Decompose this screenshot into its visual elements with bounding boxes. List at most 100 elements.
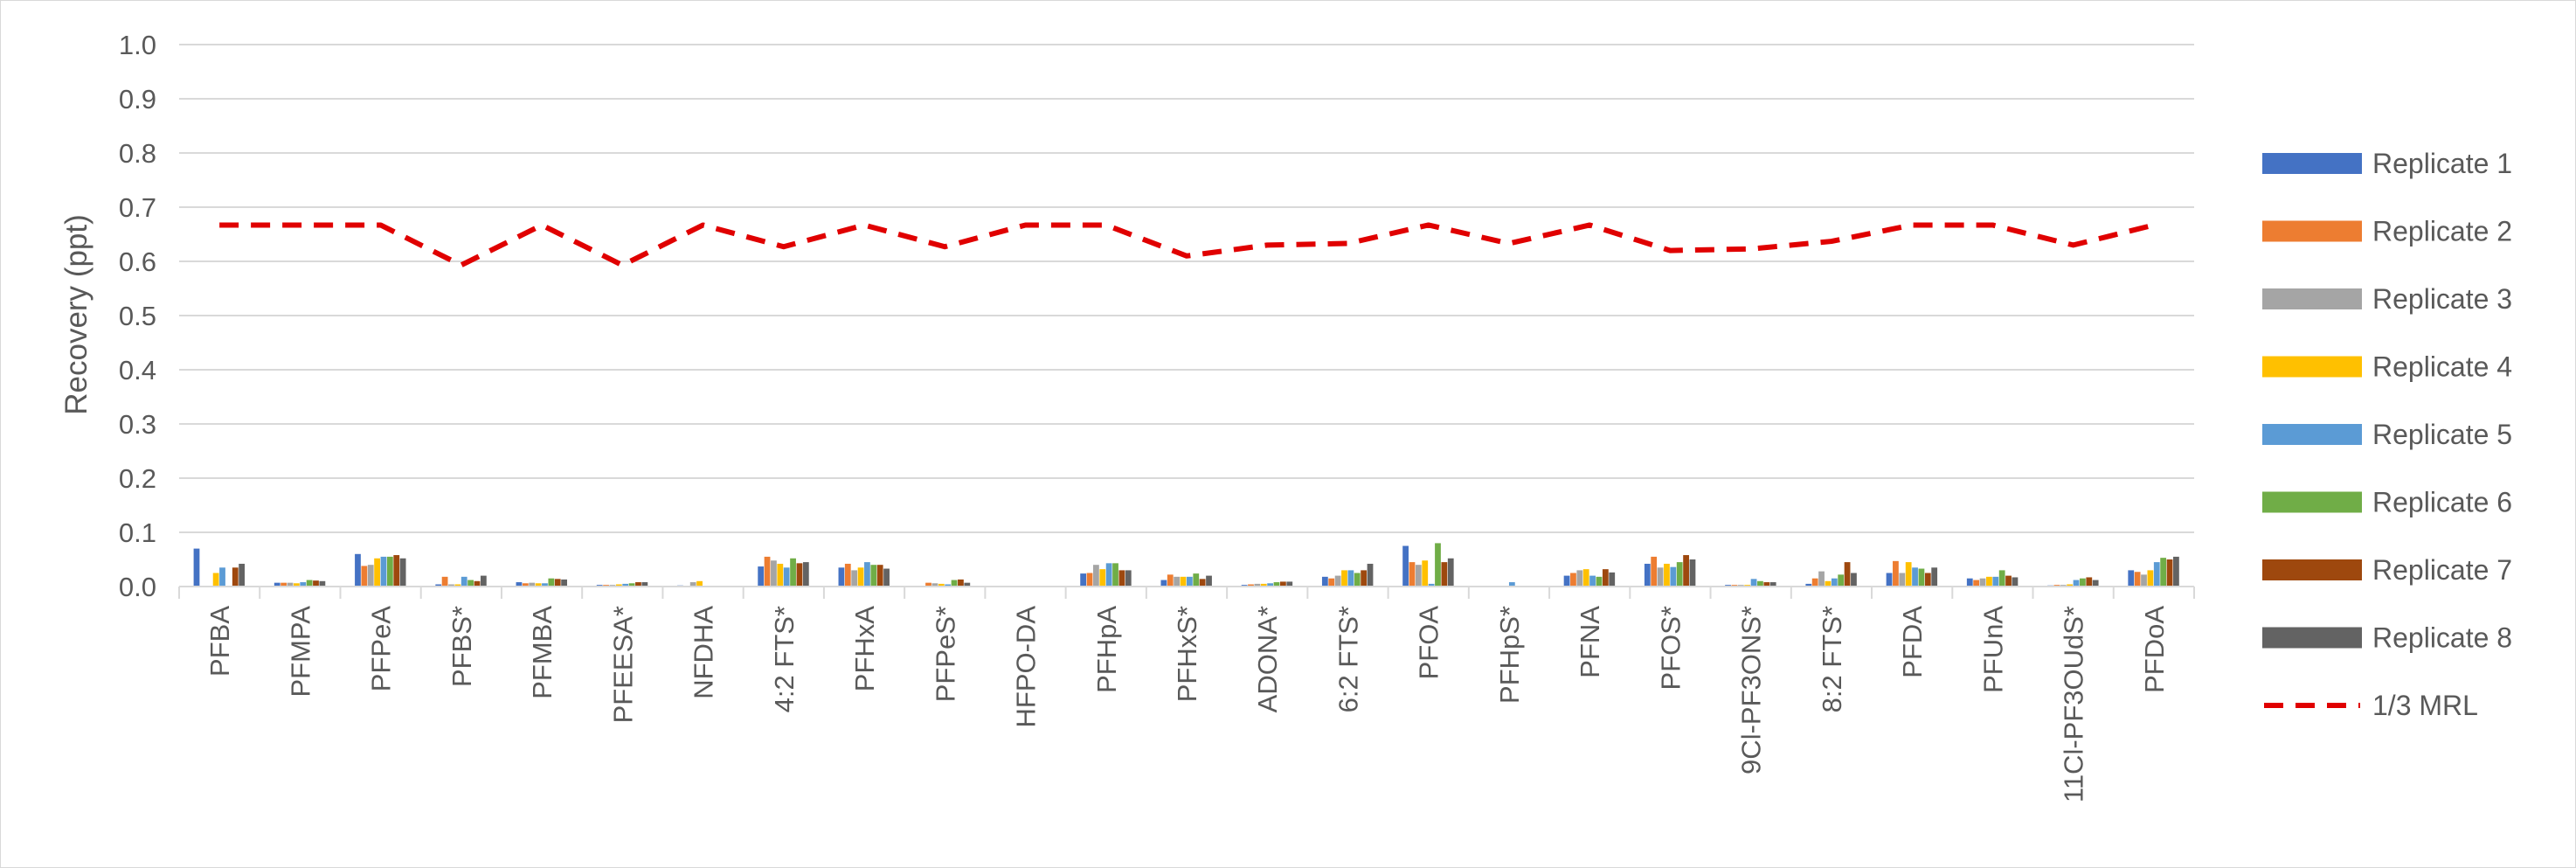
bar: [838, 567, 845, 587]
bar: [1321, 576, 1328, 587]
bar: [441, 576, 448, 587]
category-labels: PFBA PFMPA PFPeA PFBS* PFMBA PFEESA* NFDHA 4:2 …: [204, 606, 2170, 802]
legend-label: Replicate 4: [2372, 351, 2512, 383]
bar: [1447, 558, 1454, 587]
bar: [796, 563, 803, 587]
bar: [2141, 574, 2147, 587]
bar: [864, 562, 870, 587]
bar: [1676, 562, 1683, 587]
bar: [1763, 582, 1770, 587]
bar: [460, 576, 467, 587]
bar: [522, 583, 529, 587]
y-tick-label: 0.1: [119, 517, 156, 548]
bar: [641, 582, 648, 587]
x-category-label: ADONA*: [1252, 606, 1283, 712]
bar: [232, 567, 239, 587]
bar: [802, 562, 809, 587]
bar: [1851, 573, 1857, 587]
legend-label: Replicate 6: [2372, 487, 2512, 518]
bar: [1609, 572, 1616, 587]
x-category-label: 8:2 FTS*: [1817, 606, 1847, 712]
bar: [374, 558, 380, 587]
bar: [193, 548, 200, 587]
legend-label: Replicate 7: [2372, 554, 2512, 586]
bar: [1899, 573, 1906, 587]
bar: [1582, 569, 1589, 587]
bar: [1602, 569, 1609, 587]
x-category-label: PFDA: [1897, 606, 1928, 678]
bar: [2128, 570, 2135, 587]
bar: [1415, 565, 1422, 587]
bar: [1174, 576, 1181, 587]
bars: [193, 543, 2179, 587]
x-category-label: PFMPA: [285, 606, 315, 698]
bar: [1341, 570, 1347, 587]
bar: [883, 568, 890, 587]
bar: [857, 567, 864, 587]
legend-swatch: [2262, 356, 2362, 378]
bar: [1354, 573, 1361, 587]
bar: [771, 560, 777, 587]
bar: [1912, 567, 1918, 587]
bar: [1886, 573, 1893, 587]
bar: [239, 563, 246, 587]
bar: [1118, 570, 1125, 587]
bar: [1125, 570, 1132, 587]
bar: [535, 583, 542, 587]
y-tick-label: 0.4: [119, 355, 156, 385]
bar: [212, 573, 219, 587]
x-category-label: PFPeA: [366, 606, 397, 692]
bar: [399, 558, 406, 587]
x-category-label: NFDHA: [689, 606, 719, 699]
bar: [1180, 576, 1187, 587]
y-tick-label: 0.8: [119, 138, 156, 169]
x-category-label: PFHpS*: [1494, 606, 1525, 704]
bar: [274, 582, 280, 587]
bar: [1818, 571, 1825, 587]
legend-swatch: [2262, 153, 2362, 174]
bar: [1361, 570, 1368, 587]
bar: [1664, 563, 1670, 587]
bar: [529, 582, 536, 587]
bar: [393, 555, 400, 587]
legend-swatch: [2262, 627, 2362, 649]
bar: [287, 582, 294, 587]
y-tick-label: 0.3: [119, 409, 156, 440]
x-category-label: 9Cl-PF3ONS*: [1736, 606, 1767, 774]
bar: [1918, 568, 1925, 587]
bar: [380, 556, 387, 587]
bar: [516, 582, 523, 587]
bar: [1966, 578, 1973, 587]
x-category-label: PFOA: [1414, 606, 1444, 680]
bar: [1670, 566, 1677, 587]
legend-label: Replicate 8: [2372, 622, 2512, 654]
bar: [758, 566, 765, 587]
bar: [2160, 558, 2167, 587]
bar: [1838, 574, 1845, 587]
bar: [2173, 556, 2179, 587]
gridlines: [179, 44, 2194, 587]
bar: [1160, 580, 1167, 587]
bar: [306, 580, 313, 587]
bar: [951, 580, 958, 587]
bar: [696, 580, 703, 587]
bar: [1167, 574, 1174, 587]
bar: [615, 584, 622, 587]
bar: [293, 583, 300, 587]
bar: [1435, 543, 1441, 587]
bar: [958, 579, 964, 587]
y-tick-label: 0.7: [119, 192, 156, 223]
bar: [1563, 575, 1570, 587]
legend: Replicate 1 Replicate 2 Replicate 3 Replica…: [2262, 148, 2512, 721]
y-tick-label: 0.0: [119, 572, 156, 602]
bar: [945, 584, 952, 587]
bar: [1683, 555, 1689, 587]
y-tick-label: 0.9: [119, 84, 156, 115]
bar: [2092, 580, 2099, 587]
bar: [1267, 583, 1274, 587]
bar: [1428, 583, 1435, 587]
bar: [938, 583, 945, 587]
bar: [480, 575, 487, 587]
bar: [1273, 582, 1280, 587]
